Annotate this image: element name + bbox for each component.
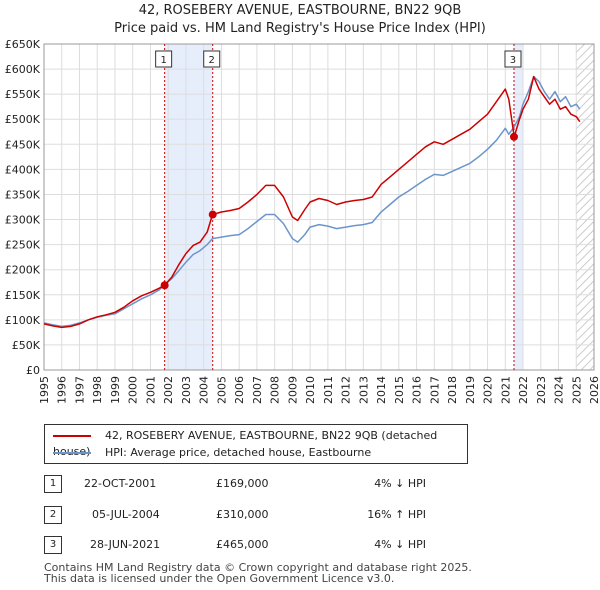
- sale-label-3: 3: [510, 55, 516, 66]
- x-tick-label: 2006: [233, 376, 246, 404]
- x-tick-label: 2000: [127, 376, 140, 404]
- hpi-line: [43, 75, 581, 328]
- y-tick-label: £100K: [5, 314, 41, 327]
- sale-date: 28-JUN-2021: [90, 538, 161, 551]
- x-tick-label: 2025: [570, 376, 583, 404]
- y-tick-label: £150K: [5, 289, 41, 302]
- y-tick-label: £650K: [5, 38, 41, 51]
- sale-hpi-diff: 4% ↓ HPI: [374, 538, 426, 551]
- shaded-range-2: [514, 44, 524, 370]
- shaded-range-1: [164, 44, 213, 370]
- y-tick-label: £350K: [5, 188, 41, 201]
- sale-point-2: [208, 210, 217, 219]
- y-tick-label: £200K: [5, 264, 41, 277]
- plot-area: [44, 44, 594, 370]
- sale-price: £465,000: [216, 538, 269, 551]
- sale-number-badge: 3: [44, 536, 62, 554]
- chart-title: 42, ROSEBERY AVENUE, EASTBOURNE, BN22 9Q…: [138, 3, 462, 18]
- x-tick-label: 2011: [322, 376, 335, 404]
- x-tick-label: 2012: [340, 376, 353, 404]
- y-tick-label: £600K: [5, 63, 41, 76]
- price-chart: 1 2 3 £0 £50K £100K £150K £200K £250K £300K £350K £…: [5, 38, 600, 404]
- future-hatch: [576, 44, 594, 370]
- x-tick-label: 2013: [357, 376, 370, 404]
- sale-label-box-1: [155, 50, 173, 68]
- x-tick-label: 2004: [198, 376, 211, 404]
- x-tick-label: 2018: [446, 376, 459, 404]
- y-tick-label: £550K: [5, 88, 41, 101]
- x-tick-label: 2014: [375, 376, 388, 404]
- x-tick-label: 1996: [56, 376, 69, 404]
- x-tick-label: 2009: [286, 376, 299, 404]
- plot-border: [43, 43, 595, 371]
- x-tick-label: 2010: [304, 376, 317, 404]
- sale-point-3: [509, 132, 518, 141]
- sale-number-badge: 1: [44, 475, 62, 493]
- legend-label-price: 42, ROSEBERY AVENUE, EASTBOURNE, BN22 9Q…: [53, 429, 438, 458]
- x-tick-label: 2020: [482, 376, 495, 404]
- x-tick-label: 2019: [464, 376, 477, 404]
- legend-label-hpi: HPI: Average price, detached house, East…: [105, 446, 372, 459]
- x-tick-label: 2022: [517, 376, 530, 404]
- x-tick-label: 2002: [162, 376, 175, 404]
- x-tick-label: 2016: [411, 376, 424, 404]
- sale-label-box-2: [203, 50, 221, 68]
- sale-point-1: [160, 281, 169, 290]
- sale-price: £169,000: [216, 477, 269, 490]
- legend-swatch-hpi: [53, 452, 91, 454]
- y-tick-label: £300K: [5, 214, 41, 227]
- sale-label-2: 2: [209, 55, 215, 66]
- y-tick-label: £0: [26, 364, 40, 377]
- x-tick-label: 1995: [38, 376, 51, 404]
- sale-hpi-diff: 4% ↓ HPI: [374, 477, 426, 490]
- sale-hpi-diff: 16% ↑ HPI: [367, 508, 426, 521]
- legend-item-hpi: HPI: Average price, detached house, East…: [53, 445, 371, 461]
- sale-price: £310,000: [216, 508, 269, 521]
- y-tick-label: £50K: [12, 339, 41, 352]
- sale-number-badge: 2: [44, 506, 62, 524]
- x-tick-label: 2015: [393, 376, 406, 404]
- chart-subtitle: Price paid vs. HM Land Registry's House …: [114, 21, 486, 36]
- x-tick-label: 2024: [553, 376, 566, 404]
- sale-date: 05-JUL-2004: [92, 508, 160, 521]
- x-tick-label: 1999: [109, 376, 122, 404]
- footer-licence: This data is licensed under the Open Gov…: [44, 572, 395, 585]
- x-tick-label: 2005: [215, 376, 228, 404]
- legend-swatch-price: [53, 435, 91, 437]
- y-tick-label: £400K: [5, 163, 41, 176]
- y-tick-label: £500K: [5, 113, 41, 126]
- x-tick-label: 2026: [588, 376, 600, 404]
- legend: 42, ROSEBERY AVENUE, EASTBOURNE, BN22 9Q…: [44, 424, 468, 464]
- x-tick-label: 2007: [251, 376, 264, 404]
- price-line: [43, 75, 581, 329]
- x-tick-label: 2021: [499, 376, 512, 404]
- sale-label-box-3: [504, 50, 522, 68]
- x-tick-label: 2003: [180, 376, 193, 404]
- footer-copyright: Contains HM Land Registry data © Crown c…: [44, 561, 472, 574]
- x-tick-label: 1997: [73, 376, 86, 404]
- y-tick-label: £250K: [5, 239, 41, 252]
- x-tick-label: 2001: [144, 376, 157, 404]
- sale-label-1: 1: [160, 55, 166, 66]
- x-tick-label: 2008: [269, 376, 282, 404]
- legend-item-price: 42, ROSEBERY AVENUE, EASTBOURNE, BN22 9Q…: [53, 428, 467, 458]
- sale-date: 22-OCT-2001: [84, 477, 157, 490]
- y-tick-label: £450K: [5, 138, 41, 151]
- x-tick-label: 1998: [91, 376, 104, 404]
- x-tick-label: 2017: [428, 376, 441, 404]
- x-tick-label: 2023: [535, 376, 548, 404]
